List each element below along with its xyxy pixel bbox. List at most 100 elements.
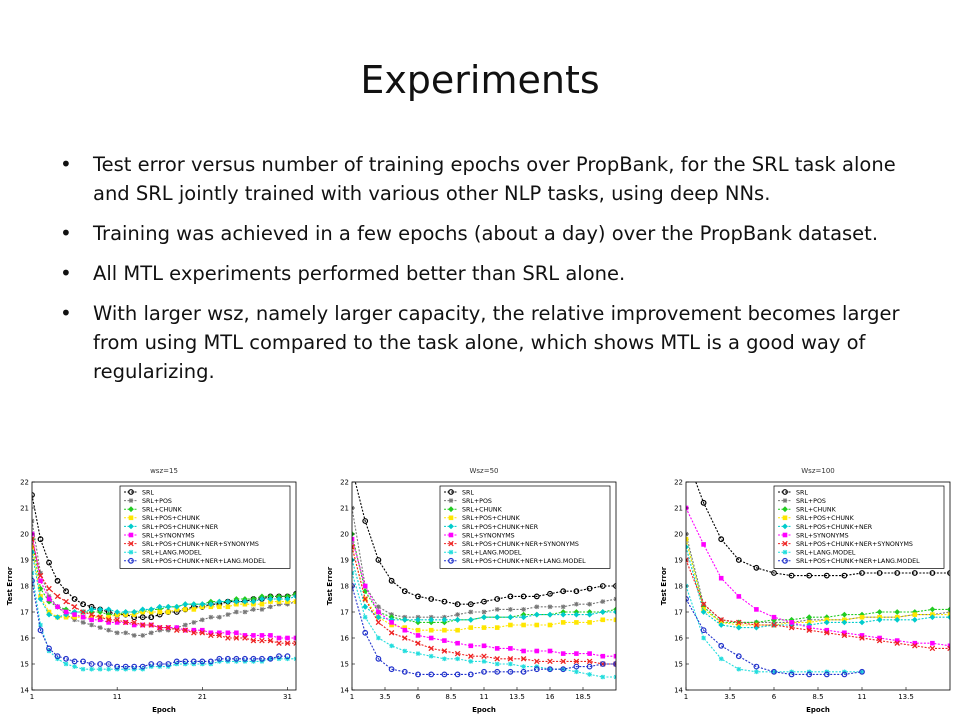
data-point xyxy=(700,627,707,634)
data-point xyxy=(293,640,296,646)
legend-label: SRL+POS xyxy=(796,498,826,505)
data-point xyxy=(533,593,540,600)
series-group xyxy=(352,583,616,678)
data-point xyxy=(481,614,487,621)
series-line xyxy=(686,507,950,647)
y-tick-label: 17 xyxy=(674,609,683,617)
data-point xyxy=(97,606,104,613)
data-point xyxy=(165,624,172,631)
data-point xyxy=(114,609,121,615)
data-point xyxy=(89,666,94,672)
y-tick-label: 17 xyxy=(20,609,29,617)
data-point xyxy=(131,619,137,626)
data-point xyxy=(599,609,606,615)
y-tick-label: 17 xyxy=(340,609,349,617)
legend-label: SRL+POS+CHUNK xyxy=(796,515,855,522)
data-point xyxy=(574,620,579,625)
data-point xyxy=(587,672,592,677)
data-point xyxy=(415,633,421,638)
data-point xyxy=(199,630,206,636)
data-point xyxy=(157,627,163,633)
data-point xyxy=(199,601,206,608)
legend-label: SRL xyxy=(796,489,808,496)
data-point xyxy=(250,655,257,662)
data-point xyxy=(38,622,43,628)
data-point xyxy=(242,635,248,641)
data-point xyxy=(63,588,69,595)
series-group xyxy=(352,536,616,659)
data-point xyxy=(208,614,214,620)
data-point xyxy=(375,557,382,563)
legend-label: SRL+CHUNK xyxy=(142,507,183,514)
data-point xyxy=(788,624,795,631)
series-line xyxy=(686,539,950,623)
data-point xyxy=(859,669,865,675)
data-point xyxy=(534,658,540,665)
data-point xyxy=(599,583,606,589)
data-point xyxy=(191,630,197,636)
data-point xyxy=(362,596,368,602)
data-point xyxy=(139,614,146,621)
data-point xyxy=(80,614,86,620)
data-point xyxy=(415,627,421,633)
legend-marker xyxy=(128,523,134,530)
data-point xyxy=(242,609,248,615)
series-line xyxy=(354,482,616,605)
data-point xyxy=(89,622,94,628)
data-point xyxy=(494,646,500,651)
data-point xyxy=(573,663,580,670)
data-point xyxy=(841,619,848,626)
data-point xyxy=(701,542,706,547)
data-point xyxy=(806,671,813,678)
x-tick-label: 18.5 xyxy=(575,693,591,701)
series-group xyxy=(352,557,616,623)
data-point xyxy=(586,663,593,670)
data-point xyxy=(894,616,901,623)
data-point xyxy=(520,656,527,662)
y-tick-label: 19 xyxy=(674,557,683,565)
data-point xyxy=(771,669,777,675)
data-point xyxy=(912,640,918,646)
data-point xyxy=(574,601,579,607)
data-point xyxy=(947,614,950,621)
data-point xyxy=(753,564,760,571)
data-point xyxy=(122,609,129,615)
data-point xyxy=(876,616,883,623)
data-point xyxy=(455,627,460,633)
series-group xyxy=(686,544,950,631)
series-line xyxy=(352,539,616,657)
data-point xyxy=(442,638,447,643)
data-point xyxy=(700,609,707,615)
data-point xyxy=(718,617,724,623)
data-point xyxy=(268,633,273,638)
data-point xyxy=(735,557,742,563)
data-point xyxy=(268,604,273,610)
legend-marker xyxy=(782,532,788,538)
data-point xyxy=(494,656,500,662)
data-point xyxy=(362,603,369,610)
data-point xyxy=(156,624,163,631)
legend-marker xyxy=(448,506,454,513)
data-point xyxy=(547,604,553,610)
data-point xyxy=(46,645,52,652)
data-point xyxy=(216,632,223,639)
data-point xyxy=(842,630,847,636)
legend-label: SRL+POS+CHUNK+NER+SYNONYMS xyxy=(796,541,913,548)
data-point xyxy=(80,666,86,672)
legend-label: SRL+POS+CHUNK+NER+LANG.MODEL xyxy=(462,558,586,565)
legend-box xyxy=(773,485,945,569)
data-point xyxy=(139,606,146,613)
data-point xyxy=(718,536,725,543)
legend-marker xyxy=(448,489,454,495)
data-point xyxy=(250,637,257,644)
data-point xyxy=(754,607,759,612)
data-point xyxy=(71,658,78,665)
data-point xyxy=(131,609,138,615)
legend-marker xyxy=(128,549,134,555)
legend-box xyxy=(439,485,611,569)
data-point xyxy=(216,655,223,662)
data-point xyxy=(54,577,61,584)
data-point xyxy=(71,596,78,602)
data-point xyxy=(560,651,566,656)
